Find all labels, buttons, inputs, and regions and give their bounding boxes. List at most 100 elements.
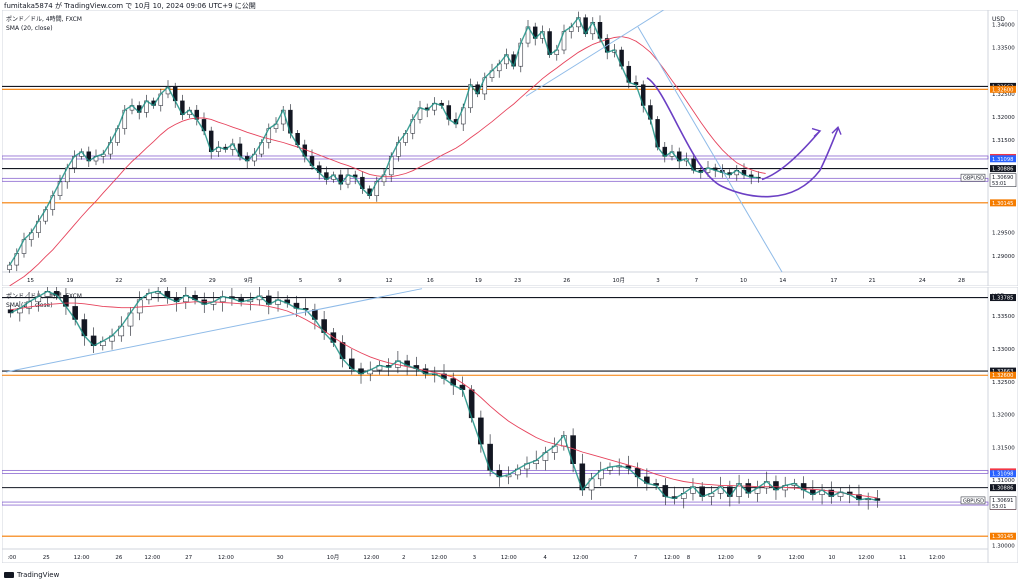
- chart0-x-tick-label: 23: [514, 278, 521, 284]
- chart1-x-tick-label: 12:00: [858, 555, 874, 561]
- chart1-x-tick-label: 10: [828, 555, 835, 561]
- chart1-trend-line: [5, 288, 423, 373]
- chart0-last-price: 1.30690: [992, 175, 1013, 181]
- chart0-projection-curve: [761, 128, 839, 181]
- chart0-x-tick-label: 16: [427, 278, 434, 284]
- chart1-x-tick-label: 12:00: [363, 555, 379, 561]
- chart1-y-tick-label: 1.30000: [992, 544, 1015, 550]
- chart1-symbol-tag-bg: [960, 496, 986, 505]
- chart1-x-tick-label: 11: [899, 555, 906, 561]
- chart1-x-tick-label: 3: [473, 555, 477, 561]
- chart0-level-label-bg: [990, 165, 1016, 173]
- chart1-level-label-bg: [990, 532, 1016, 540]
- chart1-x-tick-label: 10月: [327, 554, 340, 561]
- chart1-x-tick-label: 8: [687, 555, 691, 561]
- chart0-x-tick-label: 10月: [613, 277, 626, 284]
- chart0-wave-line: [9, 16, 759, 266]
- chart0-y-tick-label: 1.29500: [992, 231, 1015, 237]
- chart0-projection-arrow: [811, 125, 842, 138]
- chart0-x-tick-label: 14: [779, 278, 786, 284]
- chart0-x-tick-label: 19: [475, 278, 482, 284]
- tradingview-logo-icon: [4, 572, 14, 578]
- chart0-indicator-label: SMA (20, close): [6, 25, 53, 32]
- chart1-x-tick-label: 12:00: [664, 555, 680, 561]
- chart0-x-tick-label: 9: [338, 278, 342, 284]
- chart1-x-tick-label: 12:00: [144, 555, 160, 561]
- chart1-last-price-box: [989, 496, 1017, 510]
- chart0-level-label-bg: [990, 155, 1016, 163]
- chart0-x-tick-label: 26: [563, 278, 570, 284]
- chart1-y-tick-label: 1.33000: [992, 347, 1015, 353]
- chart1-y-tick-label: 1.31500: [992, 445, 1015, 451]
- chart1-x-tick-label: 4: [543, 555, 547, 561]
- chart0-trend-line: [637, 26, 783, 273]
- chart-author-line: fumitaka5874 が TradingView.com で 10月 10,…: [4, 2, 256, 10]
- chart0-title: ポンド／ドル, 4時間, FXCM: [6, 15, 82, 23]
- chart0-level-band: [1, 177, 989, 182]
- chart0-level-label: 1.30886: [992, 167, 1013, 173]
- chart0-x-tick-label: 28: [958, 278, 965, 284]
- chart1-x-tick-label: 9: [757, 555, 761, 561]
- chart1-x-tick-label: 12:00: [74, 555, 90, 561]
- chart0-frame: [1, 9, 1019, 287]
- chart1-sma-line: [10, 301, 878, 499]
- chart1-level-label-bg: [990, 294, 1016, 302]
- chart1-last-price-timer: 53:01: [992, 504, 1006, 510]
- chart0-x-tick-label: 29: [209, 278, 216, 284]
- chart1-x-tick-label: 12:00: [718, 555, 734, 561]
- chart0-x-tick-label: 15: [27, 278, 34, 284]
- chart1-level-label: 1.30886: [992, 486, 1013, 492]
- chart0-trend-line: [525, 9, 665, 97]
- chart0-y-tick-label: 1.29000: [992, 254, 1015, 260]
- chart0-x-tick-label: 12: [385, 278, 392, 284]
- chart0-x-tick-label: 5: [299, 278, 303, 284]
- chart-top-svg[interactable]: ポンド／ドル, 4時間, FXCM SMA (20, close) USD1.340…: [1, 9, 1019, 287]
- chart0-candle: [7, 264, 12, 270]
- chart-pane-top[interactable]: ポンド／ドル, 4時間, FXCM SMA (20, close) USD 1.340…: [1, 9, 1019, 287]
- chart1-level-label: 1.31098: [992, 472, 1013, 478]
- chart0-y-tick-label: 1.32000: [992, 115, 1015, 121]
- chart1-title: ポンド／ドル, 4時間, FXCM: [6, 292, 82, 300]
- chart1-level-label-bg: [990, 367, 1016, 375]
- chart1-y-tick-label: 1.33500: [992, 314, 1015, 320]
- chart1-x-tick-label: 30: [276, 555, 283, 561]
- chart0-x-tick-label: 10: [740, 278, 747, 284]
- chart1-x-tick-label: 27: [185, 555, 192, 561]
- chart0-x-tick-label: 22: [115, 278, 122, 284]
- chart0-level-label-bg: [990, 85, 1016, 93]
- chart1-level-label: 1.32600: [992, 373, 1013, 379]
- chart0-last-price-box: [989, 173, 1017, 187]
- chart0-y-tick-label: 1.33500: [992, 46, 1015, 52]
- tradingview-logo-text: TradingView: [17, 571, 60, 579]
- chart0-sma-line: [9, 36, 766, 287]
- chart0-level-band: [1, 155, 989, 160]
- chart1-level-label-bg: [990, 484, 1016, 492]
- chart0-level-label: 1.31098: [992, 157, 1013, 163]
- chart1-level-label: 1.30145: [992, 534, 1013, 540]
- chart1-level-label-bg: [990, 371, 1016, 379]
- chart0-x-tick-label: 21: [869, 278, 876, 284]
- chart0-x-tick-label: 7: [695, 278, 699, 284]
- chart0-y-tick-label: 1.31500: [992, 138, 1015, 144]
- chart1-x-tick-label: 12:00: [929, 555, 945, 561]
- chart1-x-tick-label: 26: [115, 555, 122, 561]
- chart1-wave-line: [10, 290, 878, 502]
- chart1-x-tick-label: 12:00: [218, 555, 234, 561]
- chart1-y-tick-label: 1.31000: [992, 478, 1015, 484]
- chart0-x-tick-label: 24: [919, 278, 926, 284]
- chart0-y-tick-label: 1.34000: [992, 23, 1015, 29]
- chart0-x-tick-label: 17: [830, 278, 837, 284]
- chart1-x-tick-label: 7: [634, 555, 638, 561]
- chart1-x-tick-label: 12:00: [789, 555, 805, 561]
- chart1-x-tick-label: :00: [7, 555, 16, 561]
- chart0-x-tick-label: 9月: [244, 277, 253, 284]
- chart1-x-tick-label: 2: [402, 555, 406, 561]
- chart1-last-price: 1.30691: [992, 498, 1013, 504]
- chart0-last-price-timer: 53:01: [992, 181, 1006, 187]
- chart1-y-tick-label: 1.32000: [992, 413, 1015, 419]
- chart0-currency-label: USD: [992, 16, 1005, 23]
- tradingview-logo[interactable]: TradingView: [4, 571, 59, 579]
- chart0-level-label-bg: [990, 199, 1016, 207]
